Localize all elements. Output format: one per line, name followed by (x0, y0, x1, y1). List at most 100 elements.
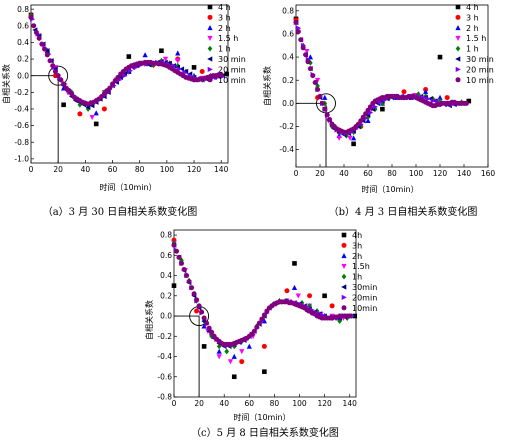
legend-label: 20 min (466, 65, 494, 74)
data-point (47, 58, 53, 64)
data-point (367, 104, 373, 110)
legend-marker (455, 66, 461, 72)
legend-marker (207, 14, 213, 20)
y-tick-label: 0.0 (282, 99, 294, 108)
data-point (372, 104, 378, 110)
data-point (28, 14, 34, 20)
legend-label: 2 h (466, 24, 479, 33)
legend-marker (341, 273, 347, 280)
data-point (262, 369, 267, 374)
data-point (218, 72, 224, 78)
data-point (171, 242, 177, 248)
data-point (224, 71, 229, 77)
data-point (171, 283, 177, 288)
legend-marker (341, 232, 347, 238)
data-point (437, 54, 443, 60)
data-point (358, 118, 364, 124)
legend-marker (455, 45, 461, 52)
data-point (50, 63, 56, 69)
chart-caption: （b）4 月 3 日自相关系数变化图 (329, 205, 478, 218)
legend-label: 4 h (218, 3, 231, 12)
data-point (69, 91, 75, 97)
y-axis-label: 自相关系数 (1, 64, 11, 104)
data-point (437, 94, 443, 100)
series-0 (293, 16, 472, 147)
legend-label: 1.5h (352, 262, 370, 271)
x-tick-label: 100 (409, 169, 424, 178)
data-point (437, 98, 443, 104)
data-point (355, 121, 361, 127)
data-point (239, 349, 245, 355)
x-tick-label: 80 (387, 169, 397, 178)
legend-label: 30 min (466, 55, 494, 64)
legend-label: 4 h (466, 3, 479, 12)
data-point (184, 273, 190, 279)
data-point (89, 114, 95, 121)
data-point (126, 54, 132, 59)
y-tick-label: 0.8 (282, 6, 294, 15)
legend-label: 1.5 h (466, 34, 486, 43)
chart-a: 0 20 40 60 80 100 120 140 0.8 0.6 0.4 0.2 0.0 -0.2 -0.… (1, 3, 246, 218)
y-tick-label: 0.2 (160, 291, 172, 300)
data-point (322, 106, 328, 112)
data-point (293, 19, 299, 25)
legend-marker (341, 294, 347, 300)
data-point (224, 348, 230, 355)
data-point (463, 100, 469, 106)
data-point (176, 254, 182, 260)
y-tick-label: -0.4 (157, 352, 172, 361)
data-point (199, 69, 205, 75)
data-point (322, 94, 328, 100)
legend-marker (207, 56, 213, 62)
y-tick-label: -0.4 (14, 105, 29, 114)
data-point (52, 69, 58, 75)
data-point (101, 91, 107, 97)
y-tick-label: 0.2 (282, 76, 294, 85)
data-point (122, 73, 128, 79)
y-tick-label: 0.4 (160, 271, 172, 280)
data-point (295, 293, 301, 299)
x-tick-label: 80 (270, 399, 280, 408)
series-3 (171, 240, 347, 365)
legend-label: 1h (352, 273, 362, 282)
data-point (204, 320, 210, 326)
data-point (33, 29, 39, 35)
y-tick-label: -0.2 (14, 88, 29, 97)
data-point (231, 343, 237, 350)
plot-frame (30, 4, 229, 164)
data-point (216, 343, 222, 350)
data-point (201, 323, 207, 329)
y-tick-label: 0.2 (17, 55, 29, 64)
data-point (77, 111, 83, 117)
legend-label: 20min (352, 293, 377, 302)
data-point (425, 96, 431, 102)
x-axis-label: 时间（10min） (233, 412, 290, 422)
legend-marker (341, 263, 347, 269)
x-tick-label: 60 (245, 399, 255, 408)
data-point (347, 135, 353, 141)
y-tick-label: 0.6 (160, 251, 172, 260)
data-point (466, 98, 472, 104)
y-tick-label: 0.6 (17, 21, 29, 30)
series-7 (293, 19, 469, 135)
data-point (112, 78, 118, 84)
data-point (284, 288, 290, 294)
x-tick-label: 140 (457, 169, 472, 178)
legend-label: 30 min (218, 55, 246, 64)
data-point (44, 48, 50, 54)
series-6 (30, 16, 226, 106)
data-point (181, 266, 187, 272)
x-axis-label: 时间（10min） (361, 184, 418, 194)
y-tick-label: 0.8 (17, 5, 29, 14)
legend-label: 1 h (218, 45, 231, 54)
legend-label: 3 h (218, 13, 231, 22)
x-tick-label: 100 (160, 165, 175, 174)
y-tick-label: -0.8 (14, 138, 29, 147)
legend-marker (341, 242, 347, 248)
data-point (206, 325, 212, 331)
data-point (142, 52, 148, 58)
data-point (363, 111, 369, 117)
data-point (36, 35, 42, 41)
